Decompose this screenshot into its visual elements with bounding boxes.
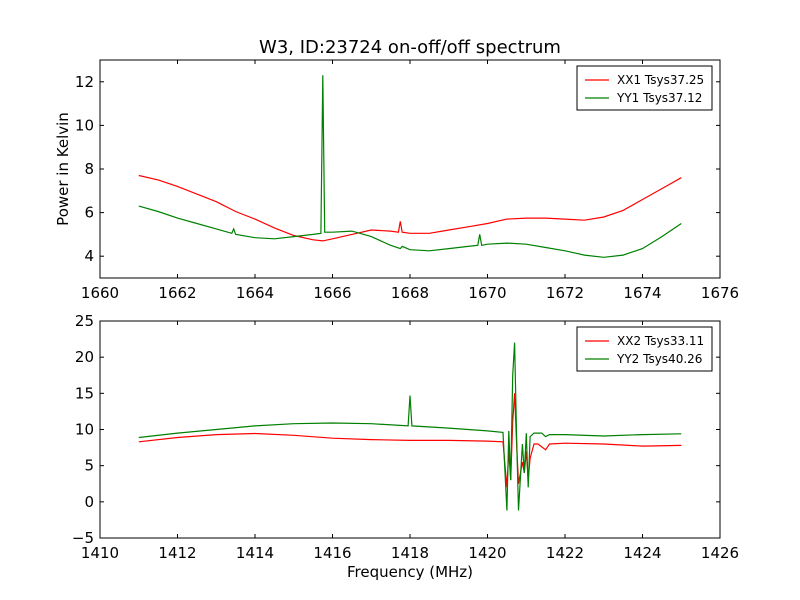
x-tick-label: 1672	[546, 284, 584, 302]
x-tick-label: 1670	[468, 284, 506, 302]
x-tick-label: 1410	[81, 544, 119, 562]
legend-entry: YY2 Tsys40.26	[616, 352, 702, 366]
y-tick-label: 8	[84, 160, 94, 178]
series-line-2	[138, 75, 682, 258]
x-tick-label: 1668	[391, 284, 429, 302]
series-line-1	[138, 393, 682, 488]
legend-box	[576, 326, 713, 372]
legend: XX2 Tsys33.11 YY2 Tsys40.26	[576, 326, 713, 372]
top-panel: 1660 1662 1664 1666 1668 1670 1672 1674 1676 4 6 8 1…	[54, 59, 739, 302]
y-tick-label: 15	[75, 384, 94, 402]
x-tick-label: 1662	[158, 284, 196, 302]
y-tick-label: 0	[84, 493, 94, 511]
bottom-panel: 1410 1412 1414 1416 1418 1420 1422 1424 1426 −5 0 5…	[72, 312, 739, 562]
chart-title: W3, ID:23724 on-off/off spectrum	[259, 37, 561, 58]
series-line-2	[138, 342, 682, 511]
legend-entry: YY1 Tsys37.12	[616, 91, 702, 105]
x-tick-label: 1420	[468, 544, 506, 562]
x-tick-label: 1660	[81, 284, 119, 302]
y-axis-label: Power in Kelvin	[54, 112, 72, 226]
y-tick-label: 10	[75, 421, 94, 439]
x-tick-label: 1422	[546, 544, 584, 562]
legend: XX1 Tsys37.25 YY1 Tsys37.12	[576, 65, 713, 111]
y-tick-label: 25	[75, 312, 94, 330]
x-axis-label: Frequency (MHz)	[347, 563, 473, 581]
y-tick-label: 20	[75, 348, 94, 366]
y-tick-label: 5	[84, 457, 94, 475]
x-tick-label: 1426	[701, 544, 739, 562]
legend-entry: XX2 Tsys33.11	[617, 334, 704, 348]
x-tick-label: 1676	[701, 284, 739, 302]
y-tick-label: 6	[84, 204, 94, 222]
x-tick-label: 1664	[236, 284, 274, 302]
y-tick-label: 10	[75, 116, 94, 134]
y-tick-label: 4	[84, 247, 94, 265]
legend-box	[576, 65, 713, 111]
x-tick-label: 1412	[158, 544, 196, 562]
series-line-1	[138, 174, 682, 242]
y-tick-label: −5	[72, 529, 94, 547]
y-tick-label: 12	[75, 73, 94, 91]
x-tick-label: 1674	[623, 284, 661, 302]
legend-entry: XX1 Tsys37.25	[617, 73, 704, 87]
x-tick-label: 1424	[623, 544, 661, 562]
x-tick-label: 1416	[313, 544, 351, 562]
x-tick-label: 1666	[313, 284, 351, 302]
x-tick-label: 1414	[236, 544, 274, 562]
x-tick-label: 1418	[391, 544, 429, 562]
